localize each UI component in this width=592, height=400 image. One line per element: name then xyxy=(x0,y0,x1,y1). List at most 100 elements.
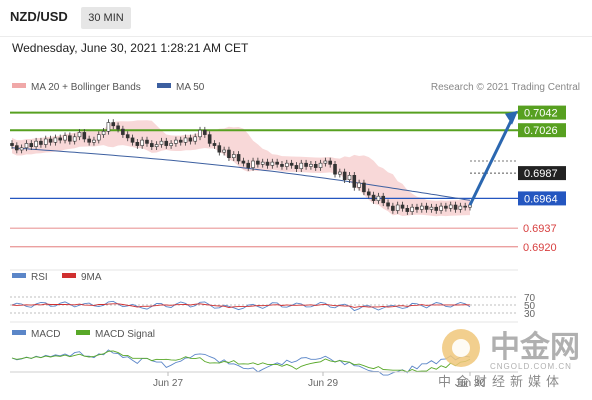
candle-body xyxy=(453,204,458,210)
currency-pair-title: NZD/USD xyxy=(10,9,68,24)
cngold-name: 中金网 xyxy=(490,330,580,364)
candle-body xyxy=(299,162,304,169)
candle-body xyxy=(150,143,154,147)
bollinger-legend-label: MA 20 + Bollinger Bands xyxy=(31,82,141,93)
level-label-box xyxy=(518,123,566,138)
level-lines xyxy=(10,111,518,248)
rsi-legend-swatch xyxy=(12,273,26,278)
candle-body xyxy=(203,129,207,135)
cngold-url: CNGOLD.COM.CN xyxy=(490,362,572,371)
candle-body xyxy=(381,195,386,204)
candle-body xyxy=(198,129,202,138)
candle-body xyxy=(29,143,34,147)
candle-body xyxy=(15,145,19,151)
candle-body xyxy=(323,160,328,164)
candle-body xyxy=(429,206,434,210)
macd-legend-swatch xyxy=(12,330,26,335)
timeframe-button[interactable]: 30 MIN xyxy=(81,7,131,29)
chart-header: NZD/USD 30 MIN xyxy=(0,0,592,37)
candle-body xyxy=(410,206,414,212)
arrow-shaft xyxy=(468,114,516,206)
candle-body xyxy=(222,149,226,153)
candle-body xyxy=(333,164,337,175)
candle-body xyxy=(154,144,159,148)
candle-body xyxy=(280,164,284,167)
candle-body xyxy=(419,205,424,210)
candle-body xyxy=(63,135,67,141)
candle-body xyxy=(159,140,164,145)
candle-body xyxy=(376,195,381,201)
x-tick-label: Jun 27 xyxy=(153,378,183,389)
ma50-legend-label: MA 50 xyxy=(176,82,205,93)
candle-body xyxy=(391,205,395,211)
macd-signal-line xyxy=(11,350,471,373)
research-source: Research © 2021 Trading Central xyxy=(431,82,580,93)
candle-body xyxy=(251,160,255,168)
candle-body xyxy=(352,175,357,188)
candle-body xyxy=(82,132,87,140)
candle-body xyxy=(10,143,14,146)
candle-body xyxy=(256,160,260,165)
candle-body xyxy=(140,139,144,146)
candle-body xyxy=(294,165,299,169)
candle-body xyxy=(111,122,116,127)
candle-body xyxy=(304,162,308,167)
level-label: 0.7026 xyxy=(524,125,558,137)
rsi-level-label: 70 xyxy=(524,293,536,304)
candle-body xyxy=(130,137,135,143)
candle-body xyxy=(284,162,289,167)
candle-body xyxy=(24,143,29,149)
candle-body xyxy=(87,138,91,143)
ma50-line xyxy=(11,147,471,201)
level-label-box xyxy=(518,105,566,120)
candle-body xyxy=(246,162,251,168)
x-tick-label: Jun 29 xyxy=(308,378,338,389)
candles xyxy=(10,119,472,215)
candle-body xyxy=(53,137,58,143)
candle-body xyxy=(72,136,77,142)
macd-signal-legend-label: MACD Signal xyxy=(95,329,155,340)
rsi-line xyxy=(11,300,471,312)
x-ticks: Jun 27 Jun 29 Jun 30 xyxy=(153,372,485,389)
rsi-ma-legend-swatch xyxy=(62,273,76,278)
candle-body xyxy=(448,204,453,209)
candle-body xyxy=(169,143,173,146)
rsi-level-label: 50 xyxy=(524,301,536,312)
candle-body xyxy=(338,171,342,175)
candle-body xyxy=(121,128,125,135)
rsi-ma-line xyxy=(11,303,471,308)
candle-body xyxy=(434,206,439,211)
x-tick-label: Jun 30 xyxy=(455,378,485,389)
candle-body xyxy=(458,205,463,210)
macd-legend-label: MACD xyxy=(31,329,60,340)
cngold-slogan: 中金财经新媒体 xyxy=(438,374,564,389)
forecast-arrow xyxy=(468,110,518,206)
candle-body xyxy=(236,154,241,162)
candle-body xyxy=(106,122,111,132)
level-label-box xyxy=(518,166,566,181)
bollinger-legend-swatch xyxy=(12,83,26,88)
candle-body xyxy=(125,134,130,139)
candle-body xyxy=(92,139,96,143)
candle-body xyxy=(96,134,101,141)
candle-body xyxy=(39,140,43,145)
candle-body xyxy=(318,162,323,168)
candle-body xyxy=(405,208,410,212)
candle-body xyxy=(164,140,169,146)
macd-signal-legend-swatch xyxy=(76,330,90,335)
candle-body xyxy=(68,135,72,142)
rsi-level-label: 30 xyxy=(524,309,536,320)
rsi-ma-legend-label: 9MA xyxy=(81,272,102,283)
candle-body xyxy=(357,182,361,188)
cngold-watermark: 中金网 CNGOLD.COM.CN 中金财经新媒体 xyxy=(438,329,580,389)
candle-body xyxy=(371,194,376,201)
candle-body xyxy=(19,147,24,151)
candle-body xyxy=(145,139,149,144)
level-label: 0.6964 xyxy=(524,193,558,205)
candle-body xyxy=(463,205,467,208)
candle-body xyxy=(101,131,106,135)
candle-body xyxy=(231,154,236,158)
candle-body xyxy=(260,161,265,165)
candle-body xyxy=(178,139,183,143)
